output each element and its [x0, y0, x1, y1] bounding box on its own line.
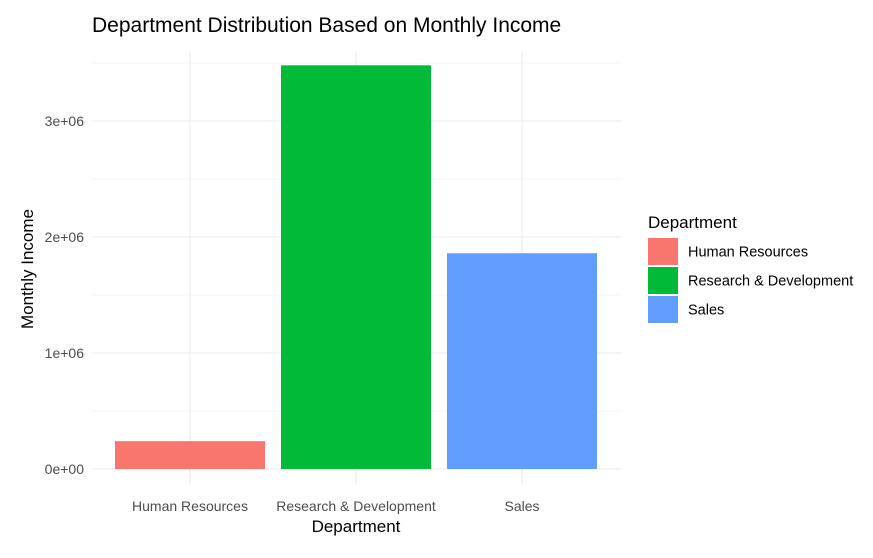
y-tick-label: 1e+06	[45, 345, 85, 361]
y-axis-title: Monthly Income	[18, 209, 37, 329]
bar-sales	[447, 253, 597, 469]
legend-items: Human Resources Research & Development Sal…	[648, 238, 853, 323]
legend-label: Sales	[688, 303, 724, 319]
legend-key	[648, 267, 678, 294]
chart-title: Department Distribution Based on Monthly…	[92, 14, 561, 37]
y-tick-label: 2e+06	[45, 229, 85, 245]
y-axis-tick-labels: 0e+00 1e+06 2e+06 3e+06	[45, 113, 85, 477]
legend-key	[648, 296, 678, 323]
x-tick-label: Human Resources	[132, 498, 248, 514]
x-tick-label: Research & Development	[276, 498, 436, 514]
legend-label: Human Resources	[688, 245, 808, 261]
legend-key	[648, 238, 678, 265]
bar-research-development	[281, 65, 431, 469]
y-tick-label: 0e+00	[45, 461, 85, 477]
legend: Department Human Resources Research & Dev…	[648, 213, 853, 323]
x-tick-label: Sales	[504, 498, 539, 514]
y-tick-label: 3e+06	[45, 113, 85, 129]
x-axis-tick-labels: Human Resources Research & Development Sal…	[132, 498, 539, 514]
legend-label: Research & Development	[688, 274, 853, 290]
x-axis-title: Department	[312, 517, 401, 536]
bar-human-resources	[115, 441, 265, 469]
legend-title: Department	[648, 213, 737, 232]
bars	[115, 65, 597, 469]
